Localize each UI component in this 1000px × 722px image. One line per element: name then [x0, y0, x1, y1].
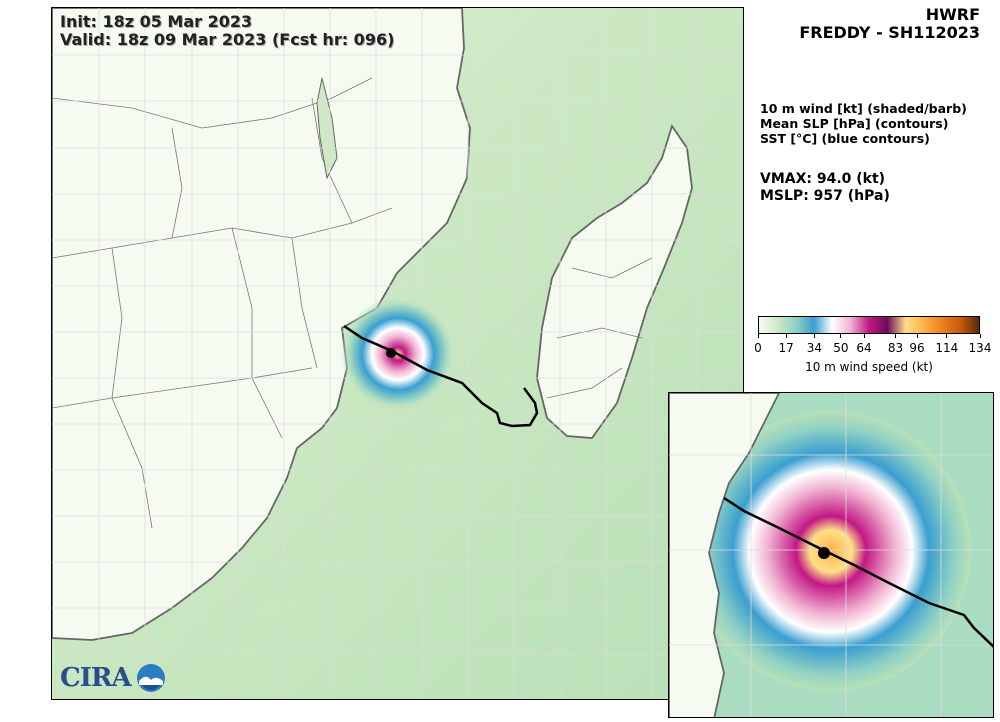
- colorbar-tick-mark: [757, 334, 759, 338]
- vmax-value: VMAX: 94.0 (kt): [760, 171, 886, 187]
- colorbar-tick-label: 96: [909, 341, 925, 355]
- colorbar-label: 10 m wind speed (kt): [805, 360, 933, 374]
- colorbar-tick-mark: [916, 334, 918, 338]
- colorbar-tick-label: 17: [778, 341, 794, 355]
- colorbar-tick-label: 50: [833, 341, 849, 355]
- storm-center-marker: [386, 348, 396, 358]
- lake-malawi: [316, 77, 338, 180]
- field-slp: Mean SLP [hPa] (contours): [760, 116, 949, 131]
- colorbar-tick-label: 0: [754, 341, 762, 355]
- colorbar-tick-mark: [813, 334, 815, 338]
- inset-map: [668, 392, 994, 718]
- madagascar-landmass: [536, 123, 693, 439]
- cira-logo: CIRA: [60, 663, 170, 695]
- colorbar-tick-mark: [840, 334, 842, 338]
- inset-map-canvas: [669, 393, 993, 717]
- colorbar-tick-mark: [785, 334, 787, 338]
- inset-storm-track: [723, 496, 993, 648]
- inset-grid-lines: [669, 393, 993, 717]
- wind-colorbar: [758, 316, 980, 334]
- storm-name: FREDDY - SH112023: [799, 23, 980, 42]
- cira-logo-text: CIRA: [60, 663, 132, 693]
- colorbar-tick-mark: [863, 334, 865, 338]
- colorbar-tick-label: 83: [887, 341, 904, 355]
- mslp-value: MSLP: 957 (hPa): [760, 188, 890, 204]
- main-map: Init: 18z 05 Mar 2023 Valid: 18z 09 Mar …: [51, 7, 744, 700]
- colorbar-tick-mark: [979, 334, 981, 338]
- inset-wind-field: [691, 411, 971, 691]
- field-sst: SST [°C] (blue contours): [760, 131, 930, 146]
- colorbar-tick-label: 64: [856, 341, 872, 355]
- colorbar-tick-mark: [895, 334, 896, 338]
- colorbar-tick-label: 134: [968, 341, 992, 355]
- init-label: Init: 18z 05 Mar 2023: [60, 12, 253, 31]
- valid-label: Valid: 18z 09 Mar 2023 (Fcst hr: 096): [60, 30, 395, 49]
- colorbar-tick-label: 114: [935, 341, 959, 355]
- colorbar-tick-label: 34: [806, 341, 822, 355]
- inset-coastline: [669, 393, 781, 717]
- inset-storm-center-marker: [818, 547, 830, 559]
- main-map-canvas: [52, 8, 743, 699]
- noaa-globe-icon: [137, 664, 165, 692]
- field-wind: 10 m wind [kt] (shaded/barb): [760, 101, 967, 116]
- colorbar-tick-mark: [946, 334, 948, 338]
- model-name: HWRF: [925, 5, 980, 24]
